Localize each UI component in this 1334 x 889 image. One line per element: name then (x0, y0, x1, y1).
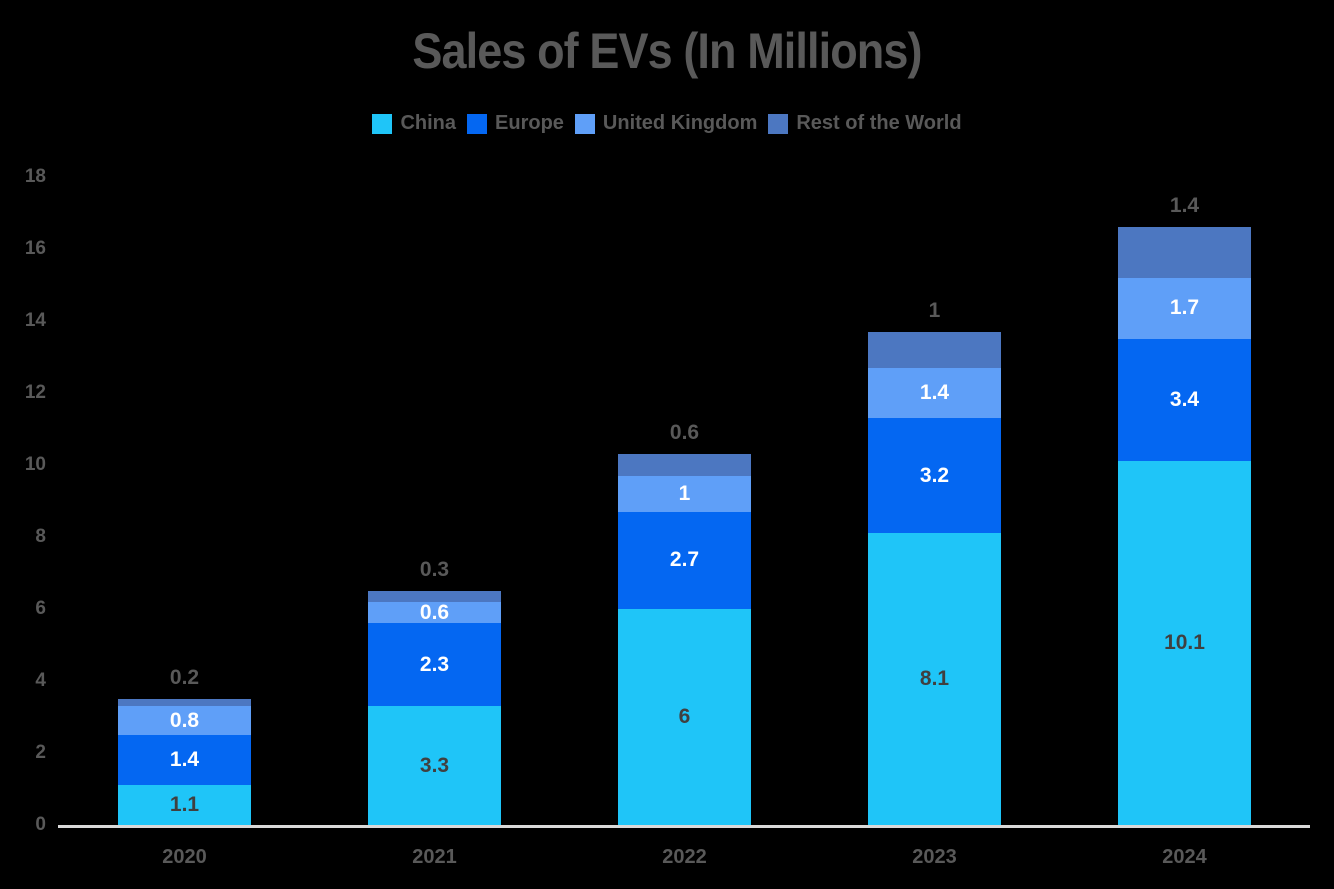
value-label: 1 (678, 481, 691, 505)
value-label: 1.4 (169, 748, 200, 772)
bar-segment-china-2022: 6 (618, 609, 751, 825)
legend-swatch-united-kingdom (574, 113, 595, 134)
bar-segment-united-kingdom-2023: 1.4 (868, 367, 1001, 419)
bar-segment-china-2024: 10.1 (1118, 461, 1251, 825)
legend-item-europe: Europe (467, 112, 564, 135)
value-label: 3.4 (1169, 388, 1200, 412)
value-label: 3.3 (419, 753, 450, 777)
bar-segment-united-kingdom-2021: 0.6 (368, 600, 501, 624)
value-label-above-2024: 1.4 (1169, 194, 1200, 218)
y-axis-tick-18: 18 (24, 166, 46, 187)
value-label: 6 (678, 705, 691, 728)
value-label-above-2023: 1 (928, 298, 941, 322)
value-label: 10.1 (1164, 631, 1205, 655)
bar-segment-rest-of-the-world-2020 (118, 699, 251, 707)
y-axis-tick-4: 4 (35, 670, 46, 691)
y-axis-tick-14: 14 (24, 310, 46, 331)
legend-label: United Kingdom (602, 112, 758, 134)
bar-segment-rest-of-the-world-2024 (1118, 227, 1251, 278)
bar-segment-europe-2021: 2.3 (368, 623, 501, 707)
bar-segment-united-kingdom-2024: 1.7 (1118, 277, 1251, 339)
bar-segment-rest-of-the-world-2023 (868, 331, 1001, 368)
x-axis-label-2024: 2024 (1162, 846, 1207, 868)
x-axis-label-2021: 2021 (412, 846, 457, 868)
bar-segment-rest-of-the-world-2021 (368, 591, 501, 602)
bar-segment-china-2020: 1.1 (118, 785, 251, 825)
chart-title: Sales of EVs (In Millions) (412, 23, 922, 79)
legend-swatch-rest-of-the-world (768, 113, 789, 134)
legend-swatch-europe (467, 113, 488, 134)
y-axis-tick-2: 2 (35, 742, 46, 763)
legend-label: Rest of the World (796, 112, 962, 134)
legend-swatch-china (372, 113, 393, 134)
y-axis-tick-6: 6 (35, 598, 46, 619)
x-axis-line (58, 825, 1310, 828)
x-axis-label-2020: 2020 (162, 846, 207, 868)
value-label: 2.3 (419, 652, 450, 676)
legend-item-united-kingdom: United Kingdom (574, 112, 758, 135)
legend-item-rest-of-the-world: Rest of the World (768, 112, 962, 135)
y-axis-tick-16: 16 (24, 238, 46, 259)
y-axis-tick-12: 12 (24, 382, 46, 403)
bar-segment-europe-2022: 2.7 (618, 511, 751, 609)
value-label-above-2021: 0.3 (419, 558, 450, 581)
y-axis-tick-0: 0 (35, 814, 46, 835)
value-label: 2.7 (669, 548, 700, 572)
bar-segment-united-kingdom-2020: 0.8 (118, 706, 251, 735)
value-label: 0.8 (169, 708, 200, 732)
value-label: 0.6 (419, 600, 450, 624)
y-axis-tick-8: 8 (35, 526, 46, 547)
bar-segment-china-2021: 3.3 (368, 706, 501, 825)
legend-label: China (400, 112, 457, 134)
bar-segment-united-kingdom-2022: 1 (618, 475, 751, 512)
bar-segment-europe-2020: 1.4 (118, 735, 251, 786)
legend-label: Europe (495, 112, 564, 134)
bar-segment-europe-2023: 3.2 (868, 418, 1001, 534)
x-axis-label-2022: 2022 (662, 846, 707, 868)
legend: China Europe United Kingdom Rest of the Wor… (0, 112, 1334, 135)
legend-item-china: China (372, 112, 456, 135)
value-label: 1.4 (919, 380, 950, 404)
value-label: 8.1 (919, 667, 950, 691)
value-label: 1.7 (1169, 296, 1200, 320)
bar-segment-rest-of-the-world-2022 (618, 454, 751, 476)
value-label-above-2022: 0.6 (669, 421, 700, 445)
value-label-above-2020: 0.2 (169, 666, 200, 689)
bar-segment-europe-2024: 3.4 (1118, 339, 1251, 462)
x-axis-label-2023: 2023 (912, 846, 957, 868)
bar-segment-china-2023: 8.1 (868, 533, 1001, 825)
y-axis-tick-10: 10 (24, 454, 46, 475)
value-label: 1.1 (169, 793, 200, 817)
value-label: 3.2 (919, 463, 950, 487)
